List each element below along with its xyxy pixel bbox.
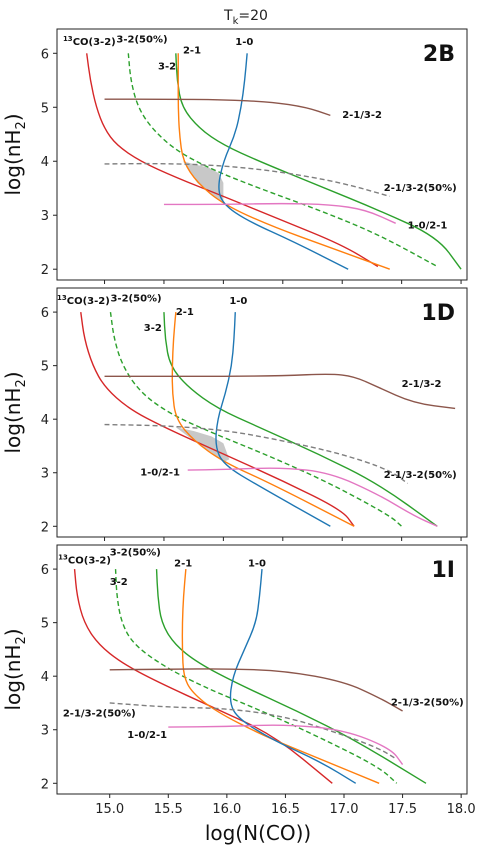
y-tick-label: 6	[41, 563, 49, 578]
panel-id-label: 1D	[421, 301, 455, 326]
y-tick-label: 5	[41, 617, 49, 632]
axes-frame	[56, 28, 468, 281]
curve-label: 2-1/3-2	[402, 379, 442, 390]
curve-label: 2-1/3-2(50%)	[384, 183, 457, 194]
x-tick-label: 15.0	[95, 802, 124, 817]
panel-2B: 2 3 4 5 6 log(nH2) 2B 3-2(50%) 2-1 3-2 1-0 2-1/3-2 2…	[1, 28, 468, 284]
curve-label: 2-1/3-2(50%)	[63, 708, 136, 719]
plot-area	[80, 312, 456, 527]
series-1-0-2-1	[163, 202, 396, 224]
curve-label: 2-1/3-2(50%)	[384, 470, 457, 481]
plot-area	[73, 569, 427, 784]
y-tick-label: 5	[41, 360, 49, 375]
curve-label: 2-1	[176, 307, 194, 318]
series-1-0-2-1	[187, 467, 438, 527]
series-13co-3-2-	[80, 312, 355, 527]
curve-label: 3-2(50%)	[110, 293, 161, 304]
curve-label: 3-2	[158, 61, 176, 72]
x-tick-label: 17.5	[388, 802, 417, 817]
co13-curve-label: 13CO(3-2)	[58, 554, 111, 567]
panel-id-label: 1I	[432, 558, 456, 583]
curve-label: 2-1	[174, 558, 192, 569]
series-1-0	[218, 53, 349, 270]
figure-title: Tk=20	[223, 8, 268, 27]
series-13co-3-2-	[86, 53, 379, 268]
y-tick-label: 2	[41, 520, 49, 535]
curve-label: 3-2	[110, 577, 128, 588]
y-tick-label: 2	[41, 263, 49, 278]
x-tick-label: 17.0	[330, 802, 359, 817]
y-tick-label: 3	[41, 467, 49, 482]
overlap-fill-region	[182, 161, 224, 202]
series-1-0	[215, 312, 331, 527]
x-tick-label: 16.0	[212, 802, 241, 817]
curve-label: 3-2(50%)	[116, 34, 167, 45]
panels-group: 23456log(nH2)2B3-2(50%)2-13-21-02-1/3-22…	[1, 28, 476, 817]
y-tick-label: 5	[41, 101, 49, 116]
y-tick-label: 4	[41, 155, 49, 170]
curve-label: 1-0	[229, 296, 247, 307]
curve-label: 1-0	[235, 37, 253, 48]
curve-label: 1-0/2-1	[127, 730, 167, 741]
y-tick-label: 4	[41, 670, 49, 685]
curve-label: 3-2(50%)	[110, 548, 161, 559]
y-tick-label: 2	[41, 777, 49, 792]
series-1-0-2-1	[168, 724, 404, 765]
series-2-1-3-2	[104, 98, 331, 117]
series-2-1-3-2	[104, 373, 456, 410]
curve-label: 1-0	[248, 558, 266, 569]
x-tick-label: 18.0	[447, 802, 476, 817]
curve-label: 2-1/3-2(50%)	[391, 698, 464, 709]
x-tick-label: 16.5	[271, 802, 300, 817]
y-axis-title: log(nH2)	[1, 628, 29, 710]
y-tick-label: 4	[41, 413, 49, 428]
y-tick-label: 6	[41, 47, 49, 62]
series-3-2-50-	[109, 312, 403, 527]
y-axis-title: log(nH2)	[1, 371, 29, 453]
series-13co-3-2-	[73, 569, 333, 784]
curve-label: 2-1	[183, 45, 201, 56]
series-2-1-3-2-50-	[104, 423, 409, 485]
series-2-1-3-2-50-	[109, 702, 398, 760]
y-tick-label: 6	[41, 306, 49, 321]
x-tick-label: 15.5	[154, 802, 183, 817]
axes-frame	[56, 544, 468, 795]
series-3-2	[155, 569, 427, 784]
series-3-2	[175, 53, 462, 270]
series-3-2	[163, 312, 438, 527]
series-2-1	[177, 53, 390, 270]
series-2-1-3-2-50-	[109, 668, 403, 712]
axes-frame	[56, 287, 468, 538]
curve-label: 2-1/3-2	[342, 110, 382, 121]
panel-1I: 2 3 4 5 6 15.0 15.5 16.0 16.5 17.0 17.5 18.0 log(nH2…	[1, 544, 476, 817]
series-2-1-3-2-50-	[104, 162, 390, 198]
co13-curve-label: 13CO(3-2)	[57, 294, 110, 307]
series-1-0	[229, 569, 357, 784]
y-axis-title: log(nH2)	[1, 113, 29, 195]
plot-area	[86, 53, 462, 270]
panel-id-label: 2B	[423, 42, 455, 67]
panel-1D: 2 3 4 5 6 log(nH2) 1D 3-2(50%) 2-1 3-2 1-0 2-1/3-2 2…	[1, 287, 468, 541]
co13-curve-label: 13CO(3-2)	[63, 35, 116, 48]
series-3-2-50-	[127, 53, 438, 268]
y-tick-label: 3	[41, 724, 49, 739]
y-tick-label: 3	[41, 209, 49, 224]
x-axis-title: log(N(CO))	[205, 821, 311, 845]
curve-label: 3-2	[144, 323, 162, 334]
curve-label: 1-0/2-1	[140, 467, 180, 478]
series-2-1	[171, 312, 355, 527]
curve-label: 1-0/2-1	[408, 221, 448, 232]
series-3-2-50-	[114, 569, 398, 784]
series-2-1	[181, 569, 380, 784]
